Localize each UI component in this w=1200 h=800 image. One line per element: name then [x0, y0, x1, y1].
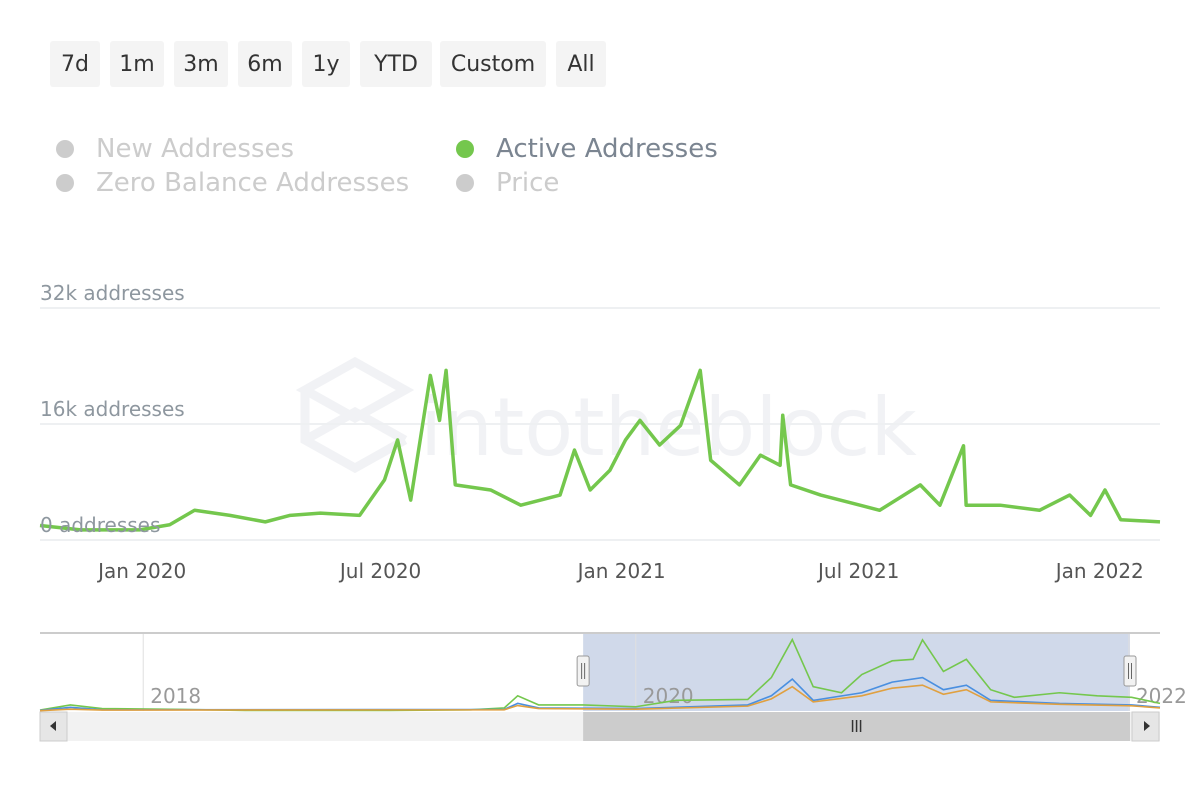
x-tick-label: Jan 2021: [576, 559, 666, 583]
legend-label: Price: [496, 168, 560, 198]
legend-dot-icon: [456, 140, 474, 158]
legend-label: Active Addresses: [496, 134, 718, 164]
range-button-1y[interactable]: 1y: [302, 41, 350, 87]
arrow-left-icon: [50, 721, 56, 731]
scroll-right-button[interactable]: [1131, 711, 1160, 742]
range-button-all[interactable]: All: [556, 41, 606, 87]
legend-active-addresses[interactable]: Active Addresses: [456, 134, 718, 164]
x-tick-label: Jul 2021: [816, 559, 899, 583]
legend-dot-icon: [456, 174, 474, 192]
series-line-active-addresses: [39, 368, 1161, 532]
y-tick-label: 16k addresses: [40, 397, 185, 421]
legend-price[interactable]: Price: [456, 168, 559, 198]
legend-new-addresses[interactable]: New Addresses: [56, 134, 294, 164]
x-tick-label: Jan 2020: [96, 559, 186, 583]
x-tick-label: Jul 2020: [338, 559, 421, 583]
navigator-line-zero-balance: [39, 684, 1161, 712]
legend-label: Zero Balance Addresses: [96, 168, 410, 198]
range-button-custom[interactable]: Custom: [440, 41, 546, 87]
legend-label: New Addresses: [96, 134, 295, 164]
legend-zero-balance-addresses[interactable]: Zero Balance Addresses: [56, 168, 409, 198]
range-button-1m[interactable]: 1m: [110, 41, 164, 87]
range-button-3m[interactable]: 3m: [174, 41, 228, 87]
scrollbar-thumb[interactable]: [583, 712, 1130, 741]
y-tick-label: 32k addresses: [40, 281, 185, 305]
navigator-tick-label: 2022: [1136, 684, 1187, 708]
navigator-handle-left[interactable]: [576, 655, 590, 687]
watermark: intotheblock: [295, 356, 917, 474]
navigator-tick-label: 2018: [150, 684, 201, 708]
y-tick-label: 0 addresses: [40, 513, 160, 537]
range-button-ytd[interactable]: YTD: [360, 41, 432, 87]
range-button-7d[interactable]: 7d: [50, 41, 100, 87]
watermark-text: intotheblock: [420, 381, 917, 474]
arrow-right-icon: [1144, 721, 1150, 731]
navigator-selection[interactable]: [583, 634, 1130, 711]
legend-dot-icon: [56, 140, 74, 158]
range-button-6m[interactable]: 6m: [238, 41, 292, 87]
scroll-left-button[interactable]: [39, 711, 68, 742]
legend-dot-icon: [56, 174, 74, 192]
navigator-handle-right[interactable]: [1123, 655, 1137, 687]
x-tick-label: Jan 2022: [1054, 559, 1144, 583]
